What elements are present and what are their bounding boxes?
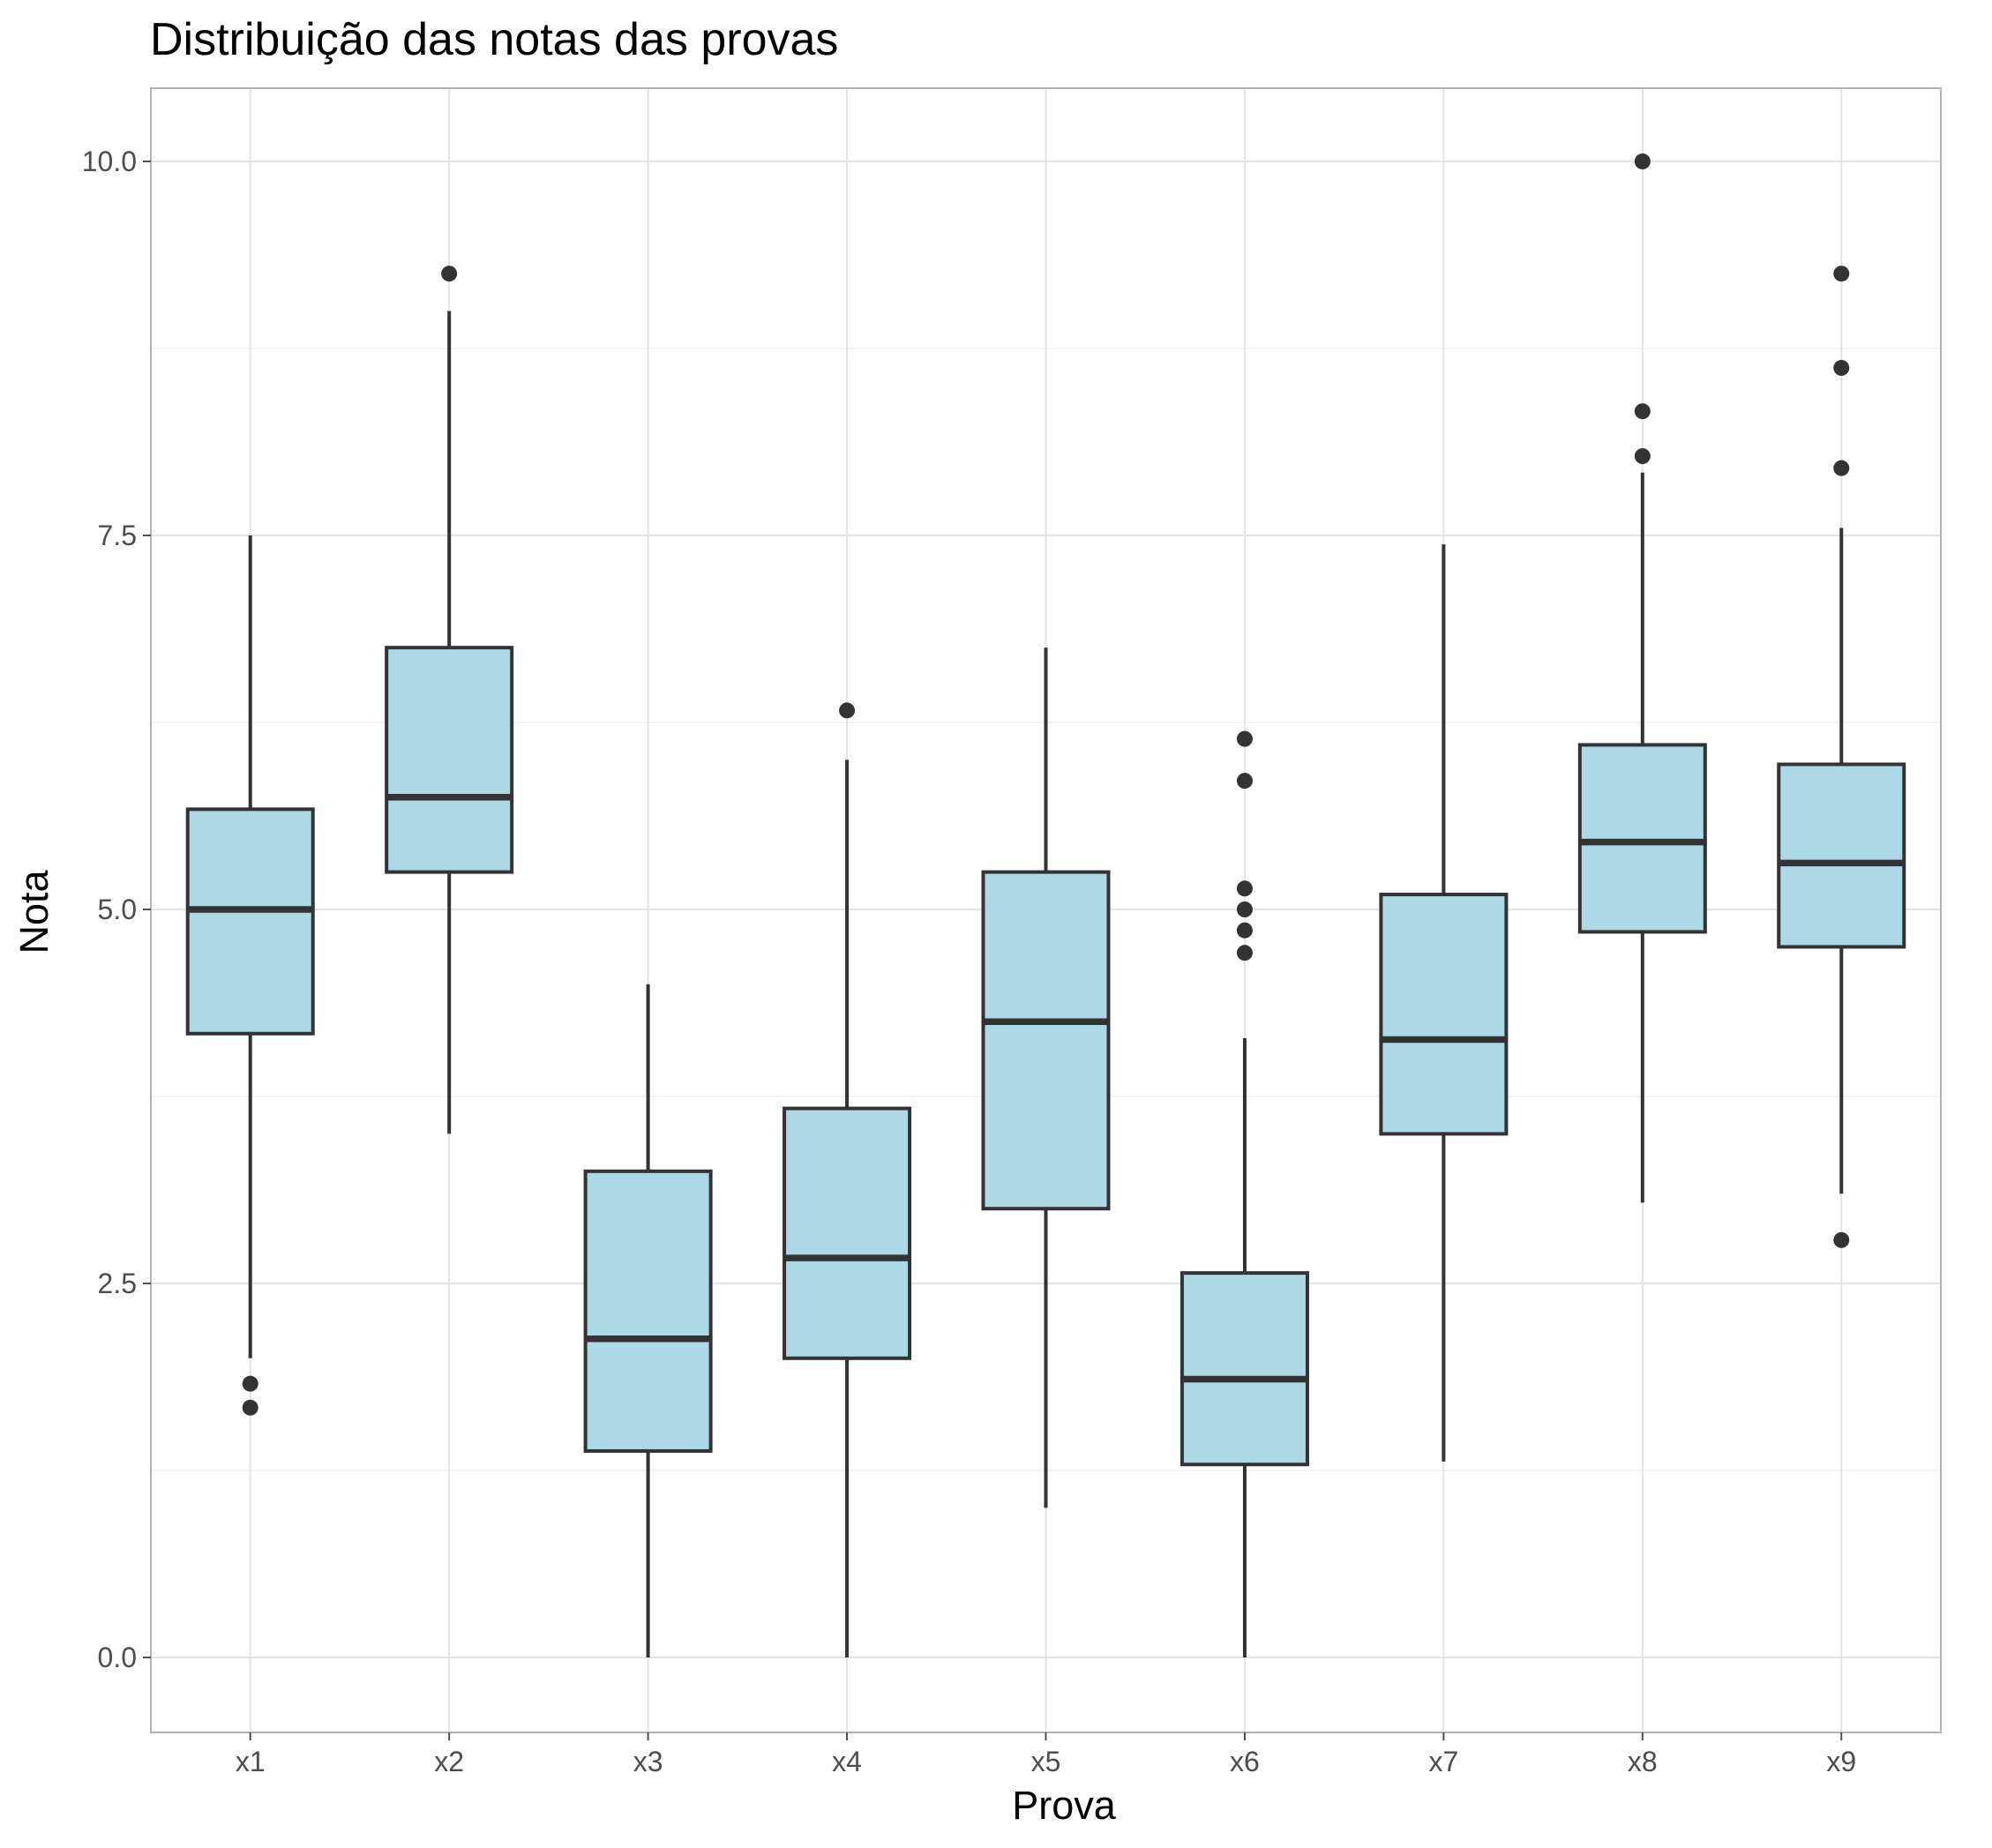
x-tick-label: x5 [1031, 1746, 1061, 1777]
y-axis-title: Nota [11, 870, 56, 954]
y-tick-label: 7.5 [98, 520, 137, 551]
box-iqr [385, 646, 514, 874]
y-tick-label: 2.5 [98, 1268, 137, 1299]
y-tick-label: 10.0 [82, 146, 137, 177]
outlier-point [839, 702, 856, 719]
outlier-point [1236, 773, 1253, 789]
x-tick-label: x8 [1628, 1746, 1658, 1777]
box-x1 [185, 535, 315, 1416]
box-x8 [1577, 153, 1707, 1203]
box-x2 [385, 266, 514, 1134]
outlier-point [1833, 460, 1850, 476]
x-tick-label: x7 [1428, 1746, 1458, 1777]
box-iqr [783, 1106, 912, 1360]
outlier-point [1236, 922, 1253, 939]
x-tick-label: x3 [633, 1746, 663, 1777]
box-iqr [1179, 1271, 1309, 1467]
x-tick-label: x6 [1230, 1746, 1260, 1777]
outlier-point [1634, 403, 1651, 420]
box-iqr [1777, 762, 1906, 949]
box-iqr [583, 1169, 713, 1453]
outlier-point [1236, 945, 1253, 961]
box-iqr [1379, 893, 1509, 1136]
outlier-point [1634, 153, 1651, 169]
box-x3 [583, 984, 713, 1657]
chart-title: Distribuição das notas das provas [150, 14, 838, 65]
box-x6 [1179, 730, 1309, 1657]
x-tick-label: x4 [832, 1746, 862, 1777]
box-x7 [1379, 544, 1509, 1462]
outlier-point [1236, 902, 1253, 917]
box-x5 [981, 647, 1111, 1508]
x-tick-label: x1 [236, 1746, 266, 1777]
outlier-point [1833, 266, 1850, 282]
outlier-point [242, 1399, 258, 1416]
box-x4 [783, 702, 912, 1657]
outlier-point [1634, 448, 1651, 465]
outlier-point [242, 1375, 258, 1392]
x-axis-title: Prova [1012, 1783, 1117, 1828]
x-tick-label: x9 [1826, 1746, 1856, 1777]
x-tick-label: x2 [434, 1746, 464, 1777]
axes: 0.0 2.5 5.0 7.5 10.0 x1 x2 x3 x4 x5 x6 x7 x8 x9 [82, 146, 1856, 1777]
box-x9 [1777, 266, 1906, 1248]
outlier-point [1833, 360, 1850, 377]
outlier-point [1833, 1231, 1850, 1248]
y-tick-label: 5.0 [98, 894, 137, 925]
y-tick-label: 0.0 [98, 1642, 137, 1673]
outlier-point [1236, 730, 1253, 747]
box-iqr [1577, 743, 1707, 934]
outlier-point [1236, 880, 1253, 897]
box-series [185, 153, 1906, 1657]
outlier-point [441, 266, 458, 282]
box-iqr [981, 870, 1111, 1211]
box-iqr [185, 807, 315, 1036]
